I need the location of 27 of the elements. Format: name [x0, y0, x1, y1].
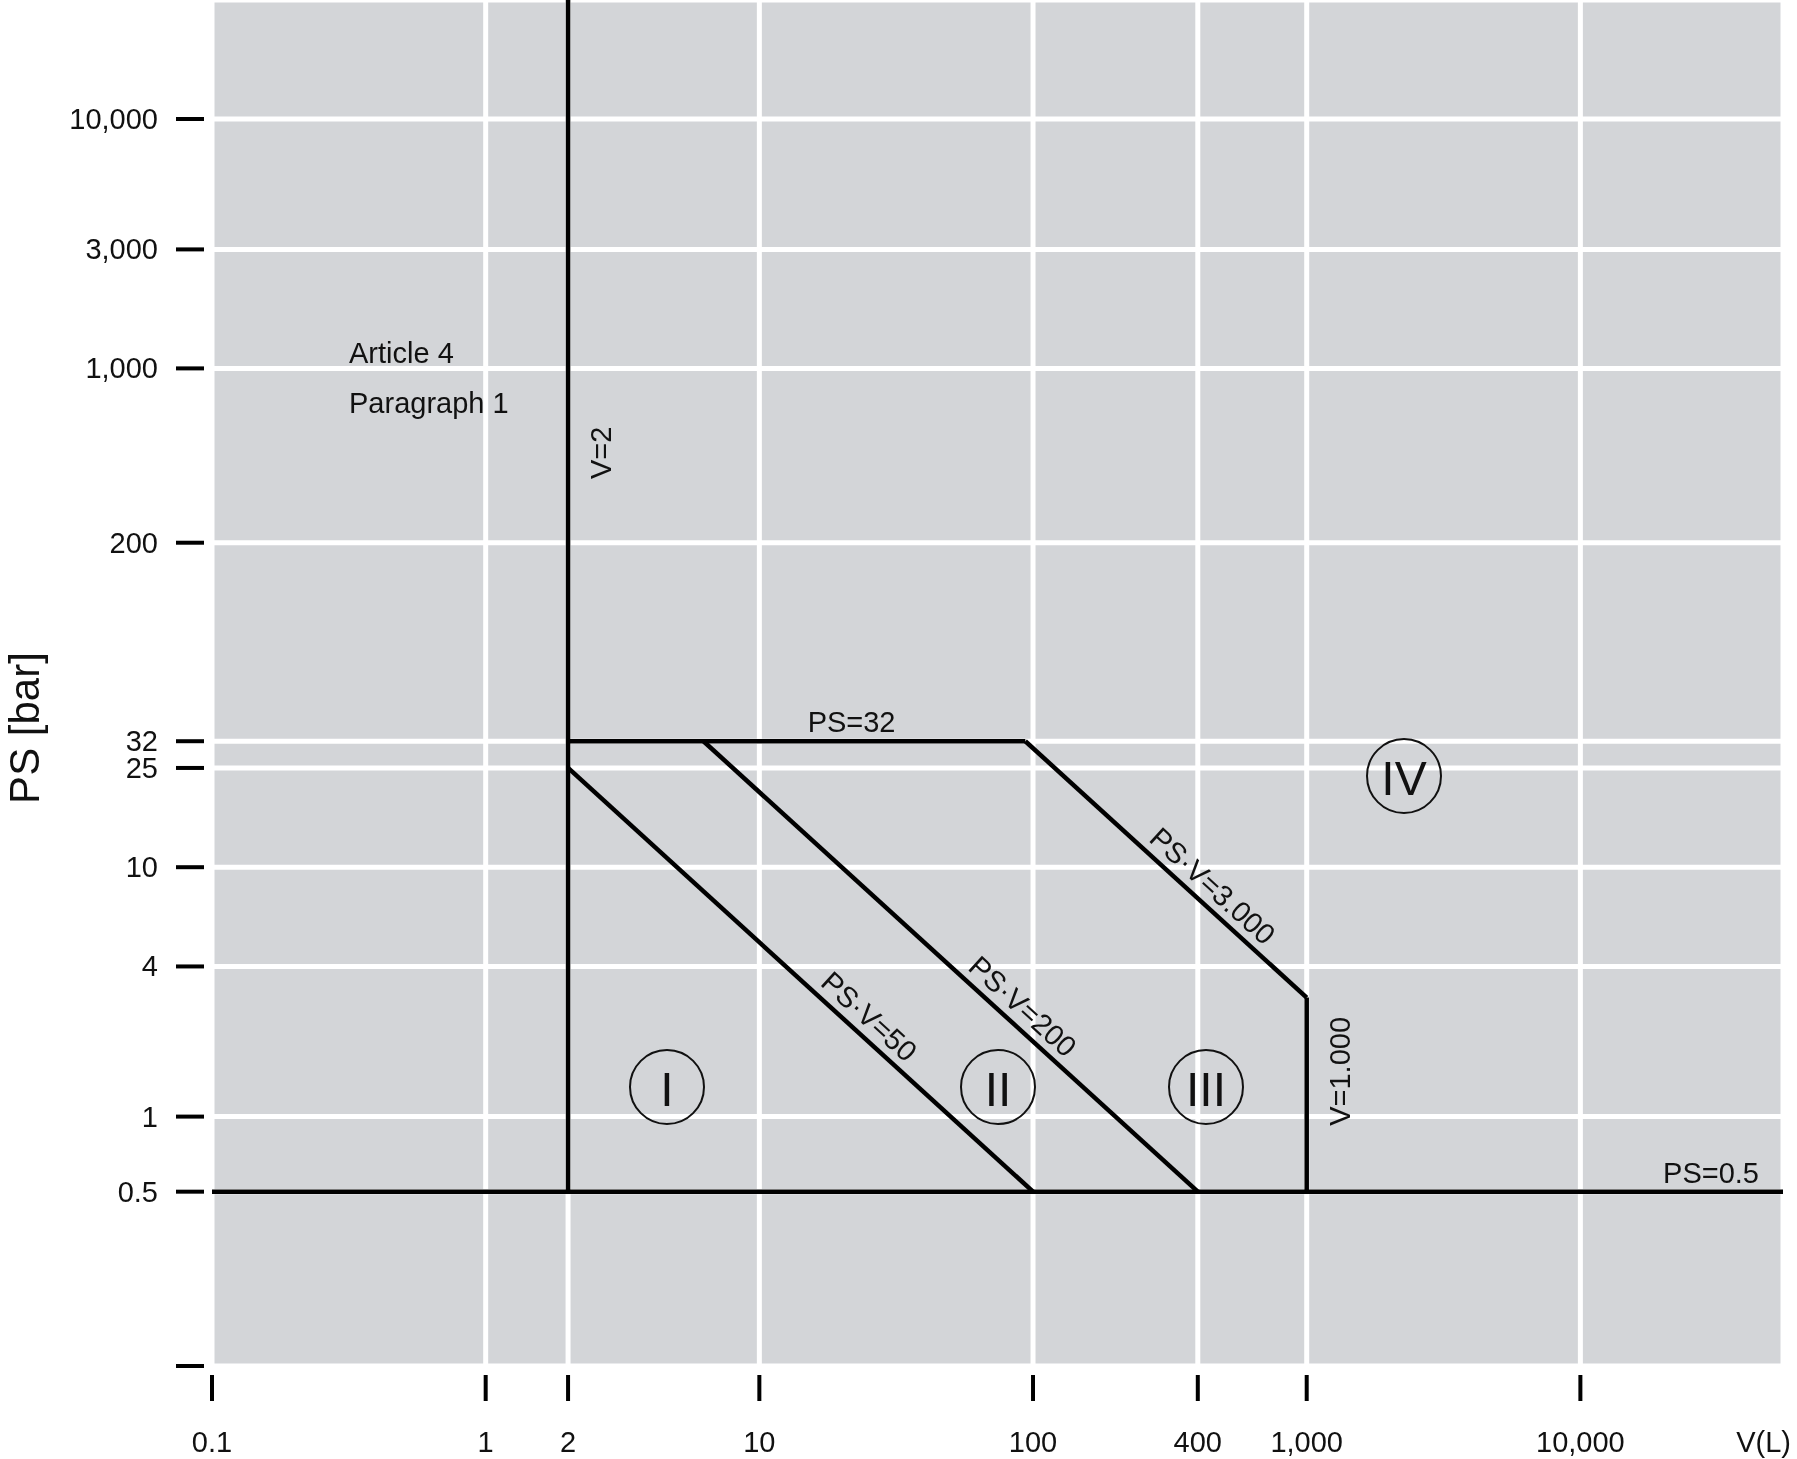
x-tick-label: 1,000 [1270, 1426, 1343, 1458]
annotation: III [1185, 1062, 1227, 1116]
annotation: I [660, 1062, 674, 1116]
y-tick-label: 10,000 [69, 102, 158, 135]
x-tick-label: 0.1 [191, 1426, 233, 1458]
y-tick-label: 1,000 [85, 352, 158, 385]
text: V=1.000 [1323, 1016, 1356, 1126]
y-tick-label: 1 [141, 1100, 158, 1133]
x-axis-title: V(L) [1736, 1426, 1791, 1458]
y-tick-label: 200 [109, 526, 158, 559]
y-tick-label: 3,000 [85, 233, 158, 266]
x-tick-label: 10 [743, 1426, 776, 1458]
y-tick-label: 4 [141, 950, 158, 983]
series-label: PS=0.5 [1663, 1156, 1759, 1189]
y-axis-title: PS [bar] [0, 652, 48, 804]
text: V=2 [585, 426, 618, 480]
y-tick-label: 10 [125, 851, 158, 884]
x-tick-label: 100 [1008, 1426, 1058, 1458]
series-label: PS=32 [807, 706, 896, 739]
x-tick-label: 1 [477, 1426, 494, 1458]
y-tick-label: 0.5 [117, 1175, 158, 1208]
x-tick-label: 10,000 [1536, 1426, 1625, 1458]
annotation: IV [1381, 751, 1427, 805]
annotation: II [984, 1062, 1012, 1116]
x-tick-label: 2 [559, 1426, 577, 1458]
x-tick-label: 400 [1173, 1426, 1222, 1458]
annotation: Article 4 Paragraph 1 [349, 337, 509, 419]
